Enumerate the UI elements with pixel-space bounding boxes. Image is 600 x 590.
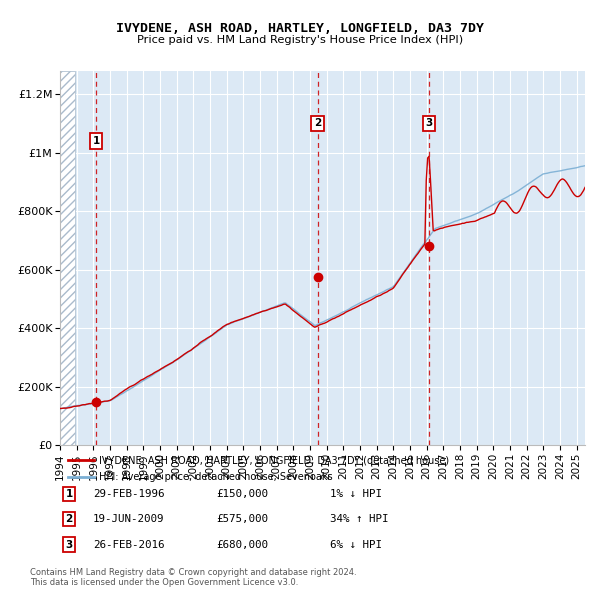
Text: Contains HM Land Registry data © Crown copyright and database right 2024.
This d: Contains HM Land Registry data © Crown c…	[30, 568, 356, 587]
Text: 1: 1	[92, 136, 100, 146]
Text: 6% ↓ HPI: 6% ↓ HPI	[330, 540, 382, 549]
Text: £680,000: £680,000	[216, 540, 268, 549]
Text: £150,000: £150,000	[216, 489, 268, 499]
Text: 3: 3	[425, 119, 433, 129]
Text: 1% ↓ HPI: 1% ↓ HPI	[330, 489, 382, 499]
Text: IVYDENE, ASH ROAD, HARTLEY, LONGFIELD, DA3 7DY: IVYDENE, ASH ROAD, HARTLEY, LONGFIELD, D…	[116, 22, 484, 35]
Text: 2: 2	[65, 514, 73, 524]
Text: 19-JUN-2009: 19-JUN-2009	[93, 514, 164, 524]
Text: Price paid vs. HM Land Registry's House Price Index (HPI): Price paid vs. HM Land Registry's House …	[137, 35, 463, 45]
Text: IVYDENE, ASH ROAD, HARTLEY, LONGFIELD, DA3 7DY (detached house): IVYDENE, ASH ROAD, HARTLEY, LONGFIELD, D…	[100, 455, 449, 466]
Text: HPI: Average price, detached house, Sevenoaks: HPI: Average price, detached house, Seve…	[100, 473, 333, 483]
Text: 26-FEB-2016: 26-FEB-2016	[93, 540, 164, 549]
Text: 29-FEB-1996: 29-FEB-1996	[93, 489, 164, 499]
Text: 34% ↑ HPI: 34% ↑ HPI	[330, 514, 389, 524]
Bar	[60, 71, 76, 445]
Text: 1: 1	[65, 489, 73, 499]
Text: 2: 2	[314, 119, 321, 129]
Text: 3: 3	[65, 540, 73, 549]
Text: £575,000: £575,000	[216, 514, 268, 524]
